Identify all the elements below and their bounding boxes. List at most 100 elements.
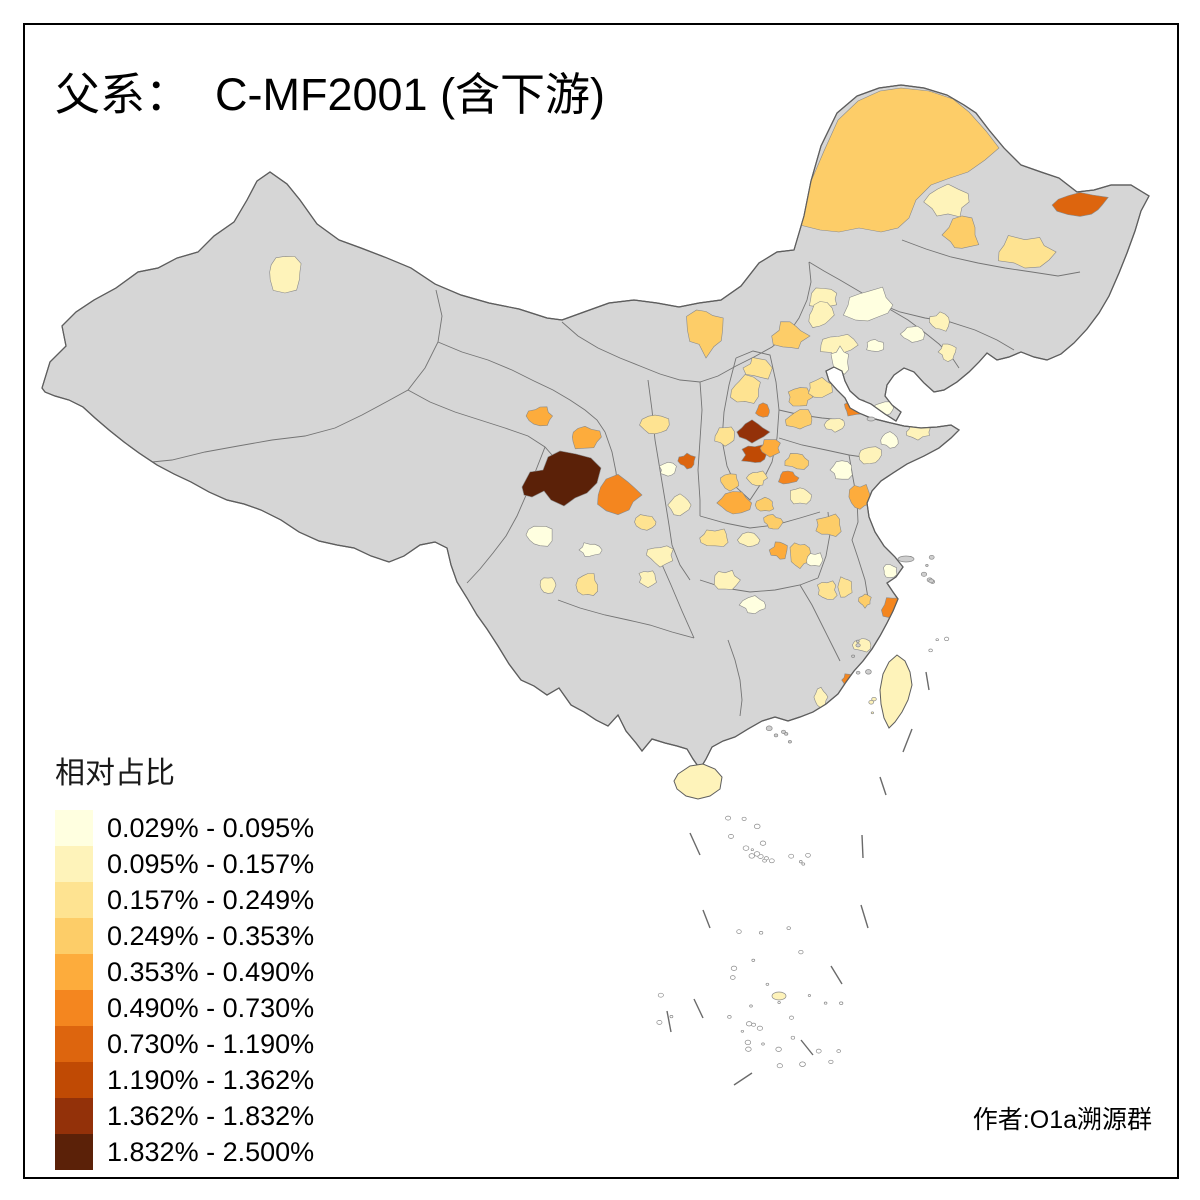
legend-swatch: [55, 918, 93, 954]
prefecture-region: [736, 419, 771, 444]
prefecture-region: [768, 541, 788, 560]
prefecture-region: [866, 339, 885, 352]
prefecture-region: [597, 474, 643, 516]
map-title: 父系： C-MF2001 (含下游): [55, 69, 606, 120]
legend-label: 0.353% - 0.490%: [107, 957, 315, 987]
legend-row: 0.095% - 0.157%: [55, 846, 314, 882]
prefecture-region: [998, 235, 1057, 269]
legend-row: 1.362% - 1.832%: [55, 1098, 314, 1134]
prefecture-region: [1051, 192, 1109, 217]
legend-row: 1.832% - 2.500%: [55, 1134, 314, 1170]
prefecture-region: [525, 406, 554, 427]
legend-swatch: [55, 990, 93, 1026]
prefecture-region: [742, 357, 773, 380]
legend: 相对占比 0.029% - 0.095% 0.095% - 0.157% 0.157…: [55, 748, 314, 1170]
legend-swatch: [55, 882, 93, 918]
prefecture-region: [730, 374, 761, 404]
prefecture-region: [737, 531, 761, 548]
prefecture-region: [771, 321, 811, 350]
legend-swatch: [55, 1098, 93, 1134]
prefecture-region: [880, 431, 899, 449]
legend-label: 0.029% - 0.095%: [107, 813, 315, 843]
legend-label: 0.157% - 0.249%: [107, 885, 315, 915]
prefecture-region: [716, 491, 752, 515]
prefecture-region: [713, 569, 741, 590]
prefecture-region: [823, 418, 845, 433]
prefecture-region: [539, 577, 557, 594]
prefecture-region: [269, 255, 302, 294]
legend-row: 0.730% - 1.190%: [55, 1026, 314, 1062]
prefecture-region: [941, 215, 980, 249]
plot-frame: [23, 23, 1179, 1179]
legend-title: 相对占比: [55, 757, 175, 790]
prefecture-region: [686, 309, 724, 359]
region-gansu-qinghai-dark: [521, 450, 602, 507]
prefecture-region: [638, 570, 657, 588]
prefecture-region: [738, 595, 766, 615]
region-hulunbuir: [789, 87, 1000, 233]
prefecture-region: [806, 552, 824, 567]
legend-swatch: [55, 1062, 93, 1098]
legend-swatch: [55, 954, 93, 990]
legend-swatch: [55, 1026, 93, 1062]
prefecture-region: [842, 286, 894, 322]
prefecture-region: [789, 487, 812, 505]
mainland-outline: [41, 84, 1150, 771]
prefecture-region: [759, 439, 781, 458]
island-taiwan: [879, 654, 913, 729]
prefecture-region: [699, 528, 729, 547]
legend-label: 0.490% - 0.730%: [107, 993, 315, 1023]
prefecture-region: [658, 461, 677, 477]
nine-dash-line: [666, 671, 930, 1086]
prefecture-region: [754, 496, 775, 512]
prefecture-region: [575, 573, 599, 596]
legend-swatch: [55, 1134, 93, 1170]
prefecture-region: [677, 452, 696, 470]
legend-row: 0.353% - 0.490%: [55, 954, 314, 990]
legend-row: 0.029% - 0.095%: [55, 810, 314, 846]
prefecture-region: [571, 425, 602, 450]
attribution-text: 作者:O1a溯源群: [972, 1106, 1152, 1134]
prefecture-region: [928, 311, 950, 332]
prefecture-region: [837, 576, 853, 598]
legend-rows: 0.029% - 0.095% 0.095% - 0.157% 0.157% - 0…: [55, 810, 314, 1170]
prefecture-region: [578, 542, 603, 557]
legend-row: 0.157% - 0.249%: [55, 882, 314, 918]
prefecture-region: [899, 325, 926, 343]
prefecture-region: [857, 593, 872, 609]
legend-label: 1.190% - 1.362%: [107, 1065, 315, 1095]
legend-label: 0.095% - 0.157%: [107, 849, 315, 879]
legend-row: 0.490% - 0.730%: [55, 990, 314, 1026]
island-hainan: [673, 763, 723, 800]
prefecture-region: [525, 525, 553, 547]
prefecture-region: [829, 460, 853, 480]
legend-label: 0.249% - 0.353%: [107, 921, 315, 951]
legend-label: 1.362% - 1.832%: [107, 1101, 315, 1131]
prefecture-region: [815, 513, 842, 537]
small-islands: [656, 416, 950, 1069]
prefecture-region: [789, 542, 812, 570]
legend-label: 0.730% - 1.190%: [107, 1029, 315, 1059]
legend-swatch: [55, 810, 93, 846]
prefecture-region: [639, 414, 670, 435]
prefecture-region: [755, 402, 770, 418]
legend-swatch: [55, 846, 93, 882]
prefecture-regions: [269, 87, 1109, 709]
legend-row: 0.249% - 0.353%: [55, 918, 314, 954]
prefecture-region: [720, 473, 740, 492]
prefecture-region: [883, 564, 898, 579]
prefecture-region: [784, 409, 813, 430]
prefecture-region: [667, 493, 692, 517]
prefecture-region: [746, 470, 768, 487]
prefecture-region: [937, 343, 957, 363]
legend-row: 1.190% - 1.362%: [55, 1062, 314, 1098]
prefecture-region: [778, 470, 800, 485]
prefecture-region: [784, 453, 810, 470]
prefecture-region: [634, 514, 657, 531]
province-borders: [151, 239, 1081, 717]
prefecture-region: [817, 580, 838, 600]
prefecture-region: [763, 514, 784, 530]
prefecture-region: [858, 446, 882, 465]
